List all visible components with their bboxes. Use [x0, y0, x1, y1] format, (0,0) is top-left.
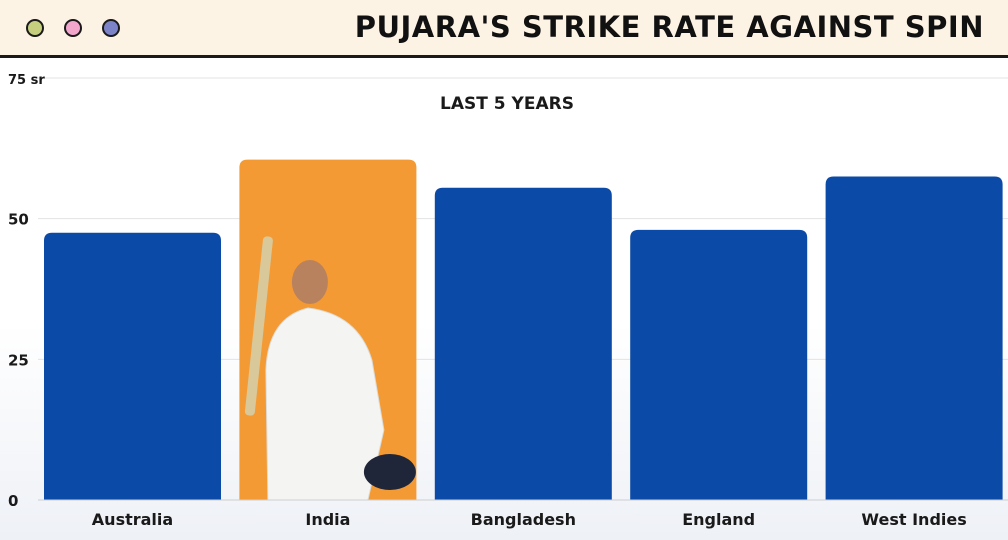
x-tick-label: India — [305, 510, 350, 529]
x-tick-label: Bangladesh — [471, 510, 576, 529]
window-dot-pink — [64, 19, 82, 37]
chart-title: PUJARA'S STRIKE RATE AGAINST SPIN — [354, 10, 984, 44]
x-tick-label: Australia — [92, 510, 173, 529]
cricket-bat — [244, 236, 273, 416]
chart-subtitle: LAST 5 YEARS — [440, 94, 574, 114]
helmet — [363, 454, 416, 490]
window-dot-green — [26, 19, 44, 37]
y-tick-label: 75 sr — [8, 73, 45, 88]
y-tick-label: 25 — [8, 351, 29, 369]
window-dot-blue — [102, 19, 120, 37]
y-tick-label: 0 — [8, 492, 18, 510]
bar-england — [630, 229, 808, 501]
player-head — [291, 260, 328, 304]
y-tick-label: 50 — [8, 211, 29, 229]
title-bar: PUJARA'S STRIKE RATE AGAINST SPIN — [0, 0, 1008, 58]
x-tick-label: England — [682, 510, 755, 529]
player-body — [265, 307, 385, 501]
x-tick-label: West Indies — [861, 510, 966, 529]
bar-australia — [44, 232, 221, 500]
bar-bangladesh — [434, 187, 612, 500]
bar-west-indies — [825, 176, 1003, 500]
